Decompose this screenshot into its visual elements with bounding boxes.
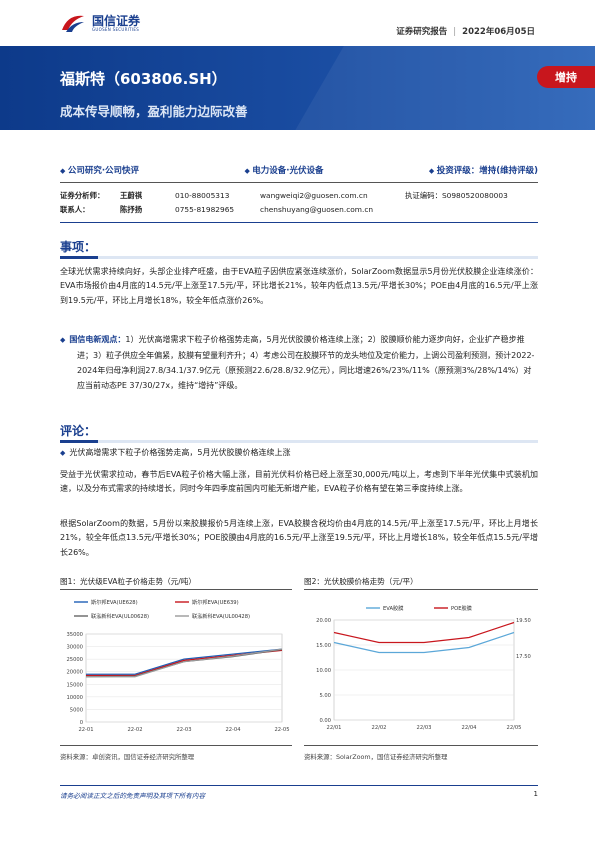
eva-particle-price-chart: 0 5000 10000 15000 20000 25000 30000 35000 22-01… xyxy=(66,598,289,733)
divider xyxy=(60,182,538,183)
plot-frame xyxy=(85,633,283,723)
section-bar xyxy=(60,440,538,443)
figure2-title: 图2：光伏胶膜价格走势（元/平） xyxy=(304,577,418,586)
page-header: 国信证券 GUOSEN SECURITIES 证券研究报告 | 2022年06月05… xyxy=(0,0,595,46)
x-tick-label: 22/05 xyxy=(507,725,522,731)
analyst-cert: 执证编码：S0980520080003 xyxy=(405,190,508,200)
title-banner: 福斯特（603806.SH） 成本传导顺畅，盈利能力边际改善 增持 xyxy=(0,46,595,130)
header-meta: 证券研究报告 | 2022年06月05日 xyxy=(396,25,535,37)
footer-disclaimer: 请务必阅读正文之后的免责声明及其项下所有内容 xyxy=(60,792,206,800)
x-tick-label: 22-05 xyxy=(274,727,289,733)
series-line xyxy=(333,621,515,644)
analyst-name: 陈抒扬 xyxy=(120,204,143,214)
section-heading-comments: 评论： xyxy=(60,424,97,438)
section-heading-matters: 事项： xyxy=(60,240,97,254)
y-tick-label: 10.00 xyxy=(316,668,331,674)
x-tick-label: 22/04 xyxy=(462,725,478,731)
y-tick-label: 0 xyxy=(80,720,83,726)
analyst-table: 证券分析师： 王蔚祺 010-88005313 wangweiqi2@guose… xyxy=(60,188,538,216)
analyst-row: 证券分析师： 王蔚祺 010-88005313 wangweiqi2@guose… xyxy=(60,188,538,202)
y-tick-label: 35000 xyxy=(66,632,83,638)
comment-subheading-text: 光伏高增需求下粒子价格强势走高，5月光伏胶膜价格连续上涨 xyxy=(69,448,291,457)
logo-subtitle: GUOSEN SECURITIES xyxy=(92,26,140,32)
report-date: 2022年06月05日 xyxy=(462,27,535,37)
x-tick-label: 22-03 xyxy=(176,727,191,733)
y-tick-label: 5000 xyxy=(70,707,83,713)
logo-mark-icon xyxy=(60,12,86,34)
x-tick-label: 22/03 xyxy=(417,725,432,731)
diamond-icon: ◆ xyxy=(60,449,66,457)
figure1-rule xyxy=(60,589,292,590)
x-tick-label: 22/01 xyxy=(327,725,342,731)
y-tick-label: 25000 xyxy=(66,657,83,663)
report-title: 福斯特（603806.SH） xyxy=(60,70,227,88)
y-tick-label: 15.00 xyxy=(316,643,331,649)
analyst-phone: 0755-81982965 xyxy=(175,204,235,214)
comment-paragraph-1: 受益于光伏需求拉动，春节后EVA粒子价格大幅上涨，目前光伏料价格已经上涨至30,… xyxy=(60,470,538,494)
figure2-bottom-rule xyxy=(304,745,538,746)
y-tick-label: 20.00 xyxy=(316,618,331,624)
y-tick-label: 10000 xyxy=(66,695,83,701)
header-separator: | xyxy=(453,27,457,37)
figure2-rule xyxy=(304,589,538,590)
x-tick-label: 22/02 xyxy=(372,725,387,731)
viewpoint-text: 1）光伏高增需求下粒子价格强势走高，5月光伏胶膜价格连续上涨；2）胶膜顺价能力逐… xyxy=(77,335,535,390)
matters-paragraph: 全球光伏需求持续向好，头部企业排产旺盛，由于EVA粒子因供应紧张连续涨价，Sol… xyxy=(60,267,538,305)
divider xyxy=(60,222,538,223)
section-bar xyxy=(60,256,538,259)
analyst-row: 联系人： 陈抒扬 0755-81982965 chenshuyang@guose… xyxy=(60,202,538,216)
y-tick-label: 30000 xyxy=(66,645,83,651)
data-label: 17.50 xyxy=(516,654,531,660)
analyst-role: 证券分析师： xyxy=(60,190,105,200)
figure1-bottom-rule xyxy=(60,745,292,746)
y-tick-label: 5.00 xyxy=(319,693,331,699)
report-type: 证券研究报告 xyxy=(396,27,448,37)
x-tick-label: 22-01 xyxy=(78,727,93,733)
comment-subheading: ◆ 光伏高增需求下粒子价格强势走高，5月光伏胶膜价格连续上涨 xyxy=(60,445,538,461)
analyst-email[interactable]: wangweiqi2@guosen.com.cn xyxy=(260,190,368,200)
footer-rule xyxy=(60,785,538,786)
category-research-type: 公司研究·公司快评 xyxy=(60,164,139,176)
category-industry: 电力设备·光伏设备 xyxy=(244,164,323,176)
series-line xyxy=(333,631,515,654)
legend-label: POE胶膜 xyxy=(451,604,472,612)
banner-decoration xyxy=(268,46,595,130)
rating-badge: 增持 xyxy=(537,66,595,88)
legend-label: 联泓新科EVA(UL00628) xyxy=(91,612,149,620)
y-tick-label: 20000 xyxy=(66,670,83,676)
series-line xyxy=(86,648,283,675)
company-logo: 国信证券 GUOSEN SECURITIES xyxy=(60,12,140,34)
film-price-chart: 0.00 5.00 10.00 15.00 20.00 22/01 22/02 22/03 22… xyxy=(316,604,531,731)
category-row: 公司研究·公司快评 电力设备·光伏设备 投资评级：增持(维持评级) xyxy=(60,164,538,176)
x-tick-label: 22-02 xyxy=(127,727,142,733)
y-tick-label: 15000 xyxy=(66,682,83,688)
diamond-icon: ◆ xyxy=(60,336,66,344)
legend-label: 斯尔邦EVA(UE628) xyxy=(91,598,138,606)
legend-label: 联泓新科EVA(UL00428) xyxy=(192,612,250,620)
page-number: 1 xyxy=(533,790,538,798)
series-line xyxy=(86,648,283,678)
logo-name: 国信证券 xyxy=(92,13,141,28)
data-label: 19.50 xyxy=(516,618,531,624)
analyst-role: 联系人： xyxy=(60,204,90,214)
analyst-name: 王蔚祺 xyxy=(120,190,143,200)
figure1-title: 图1：光伏级EVA粒子价格走势（元/吨） xyxy=(60,577,196,586)
analyst-phone: 010-88005313 xyxy=(175,190,230,200)
comment-paragraph-2: 根据SolarZoom的数据，5月份以来胶膜报价5月连续上涨，EVA胶膜含税均价… xyxy=(60,519,538,557)
y-tick-label: 0.00 xyxy=(319,718,331,724)
category-rating: 投资评级：增持(维持评级) xyxy=(429,164,538,176)
legend-label: 斯尔邦EVA(UE639) xyxy=(192,598,239,606)
viewpoint-label: 国信电新观点： xyxy=(69,335,126,344)
analyst-email[interactable]: chenshuyang@guosen.com.cn xyxy=(260,204,374,214)
figure1-source: 资料来源：卓创资讯，国信证券经济研究所整理 xyxy=(60,753,195,761)
figure2-source: 资料来源：SolarZoom，国信证券经济研究所整理 xyxy=(304,753,448,761)
report-subtitle: 成本传导顺畅，盈利能力边际改善 xyxy=(60,104,248,119)
x-tick-label: 22-04 xyxy=(225,727,241,733)
legend-label: EVA胶膜 xyxy=(383,604,403,612)
viewpoint-bullet: ◆ 国信电新观点：1）光伏高增需求下粒子价格强势走高，5月光伏胶膜价格连续上涨；2… xyxy=(60,332,538,393)
